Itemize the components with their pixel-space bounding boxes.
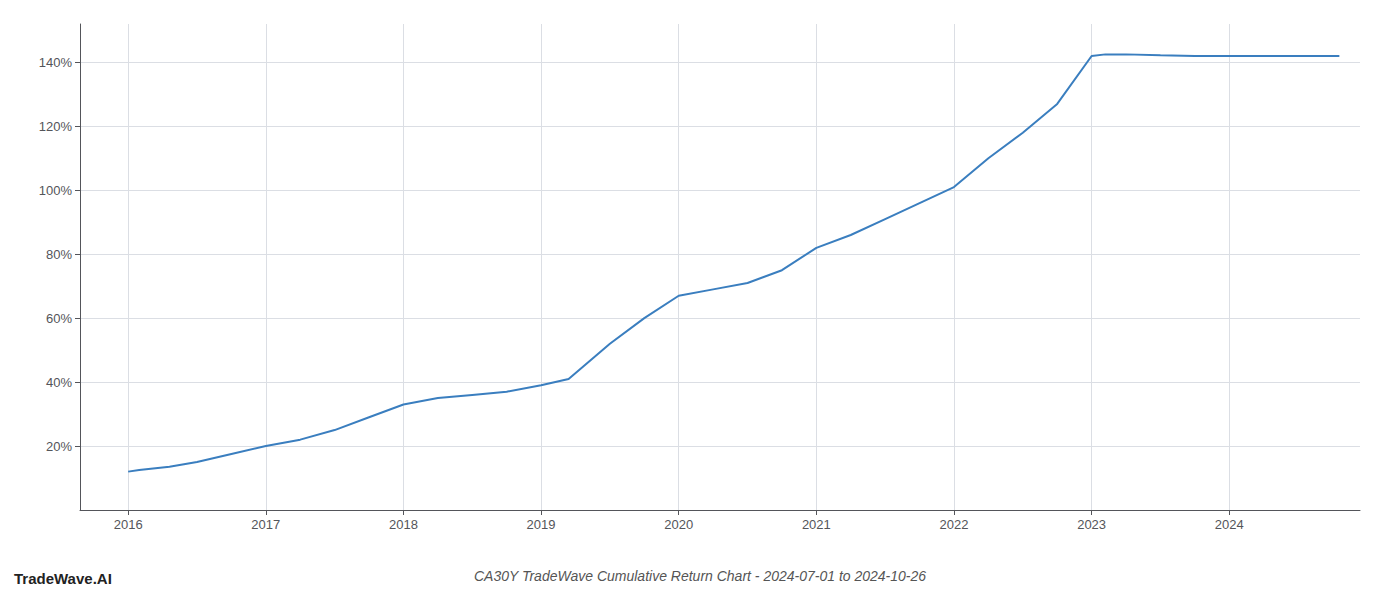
svg-text:2022: 2022 (940, 517, 969, 532)
svg-text:2016: 2016 (114, 517, 143, 532)
svg-text:2017: 2017 (251, 517, 280, 532)
svg-text:140%: 140% (39, 55, 73, 70)
svg-text:100%: 100% (39, 183, 73, 198)
svg-text:80%: 80% (46, 247, 72, 262)
svg-text:2023: 2023 (1077, 517, 1106, 532)
svg-text:2021: 2021 (802, 517, 831, 532)
svg-text:2020: 2020 (664, 517, 693, 532)
svg-text:60%: 60% (46, 311, 72, 326)
svg-text:TradeWave.AI: TradeWave.AI (14, 570, 112, 587)
svg-text:40%: 40% (46, 375, 72, 390)
svg-text:2019: 2019 (527, 517, 556, 532)
svg-text:CA30Y TradeWave Cumulative Ret: CA30Y TradeWave Cumulative Return Chart … (474, 568, 926, 584)
svg-text:2018: 2018 (389, 517, 418, 532)
svg-text:120%: 120% (39, 119, 73, 134)
svg-text:2024: 2024 (1215, 517, 1244, 532)
svg-text:20%: 20% (46, 439, 72, 454)
